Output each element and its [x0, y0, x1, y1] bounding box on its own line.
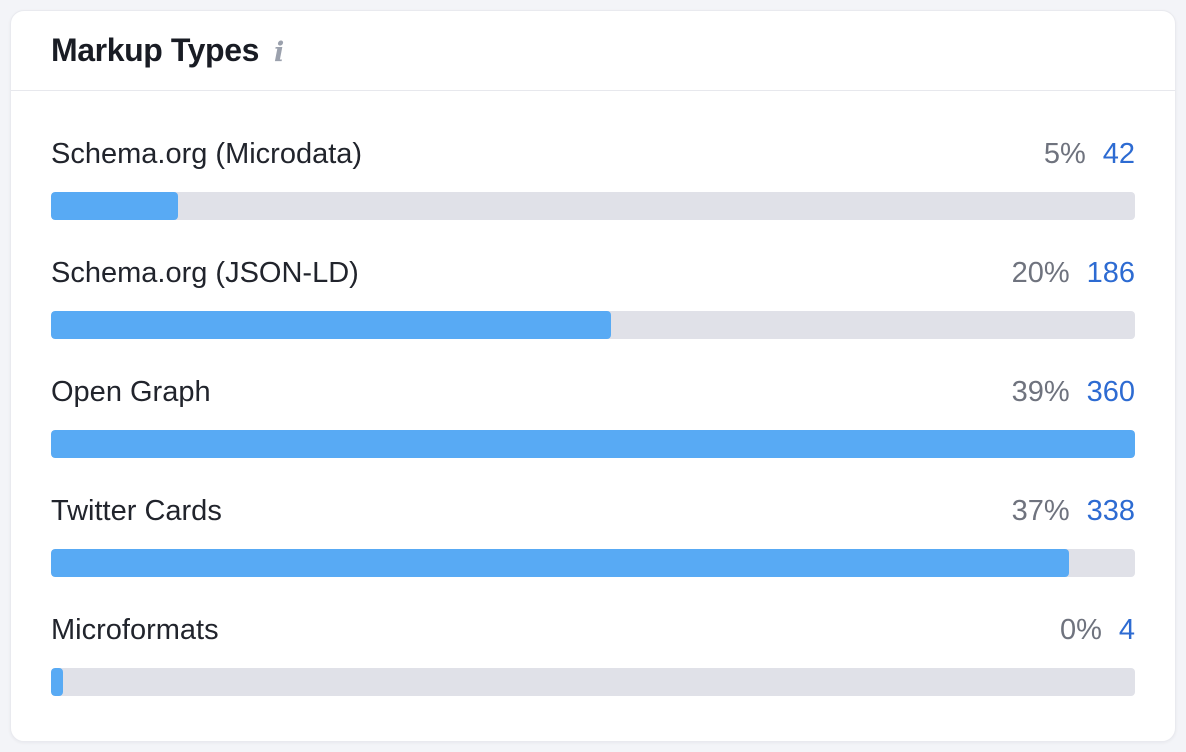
row-header-line: Schema.org (Microdata) 5% 42: [51, 137, 1135, 171]
row-values: 39% 360: [1012, 375, 1135, 409]
card-header: Markup Types i: [11, 11, 1175, 91]
markup-types-card: Markup Types i Schema.org (Microdata) 5%…: [10, 10, 1176, 742]
markup-type-row: Schema.org (JSON-LD) 20% 186: [51, 256, 1135, 339]
row-header-line: Schema.org (JSON-LD) 20% 186: [51, 256, 1135, 290]
bar-fill: [51, 311, 612, 339]
markup-types-list: Schema.org (Microdata) 5% 42 Schema.org …: [11, 91, 1175, 696]
bar-fill: [51, 668, 64, 696]
markup-type-percent: 0%: [1059, 614, 1102, 646]
markup-type-count-link[interactable]: 338: [1086, 495, 1135, 527]
bar-track: [51, 668, 1135, 696]
row-values: 37% 338: [1012, 494, 1135, 528]
markup-type-percent: 37%: [1011, 495, 1070, 527]
row-values: 5% 42: [1044, 137, 1135, 171]
bar-track: [51, 192, 1135, 220]
markup-type-percent: 20%: [1011, 257, 1070, 289]
bar-track: [51, 311, 1135, 339]
row-values: 0% 4: [1060, 613, 1135, 647]
markup-type-percent: 39%: [1011, 376, 1070, 408]
markup-type-row: Open Graph 39% 360: [51, 375, 1135, 458]
markup-type-count-link[interactable]: 4: [1118, 614, 1135, 646]
bar-fill: [51, 549, 1069, 577]
markup-type-label: Microformats: [51, 614, 219, 646]
markup-type-label: Open Graph: [51, 376, 211, 408]
markup-type-row: Twitter Cards 37% 338: [51, 494, 1135, 577]
markup-type-count-link[interactable]: 42: [1102, 138, 1135, 170]
card-title: Markup Types: [51, 32, 259, 68]
markup-type-count-link[interactable]: 360: [1086, 376, 1135, 408]
markup-type-label: Twitter Cards: [51, 495, 222, 527]
row-values: 20% 186: [1012, 256, 1135, 290]
bar-fill: [51, 430, 1135, 458]
markup-type-percent: 5%: [1043, 138, 1086, 170]
markup-type-row: Microformats 0% 4: [51, 613, 1135, 696]
markup-type-label: Schema.org (Microdata): [51, 138, 363, 170]
markup-type-row: Schema.org (Microdata) 5% 42: [51, 137, 1135, 220]
row-header-line: Microformats 0% 4: [51, 613, 1135, 647]
bar-track: [51, 549, 1135, 577]
bar-track: [51, 430, 1135, 458]
markup-type-count-link[interactable]: 186: [1086, 257, 1135, 289]
bar-fill: [51, 192, 178, 220]
row-header-line: Open Graph 39% 360: [51, 375, 1135, 409]
info-icon[interactable]: i: [274, 36, 285, 68]
markup-type-label: Schema.org (JSON-LD): [51, 257, 359, 289]
row-header-line: Twitter Cards 37% 338: [51, 494, 1135, 528]
